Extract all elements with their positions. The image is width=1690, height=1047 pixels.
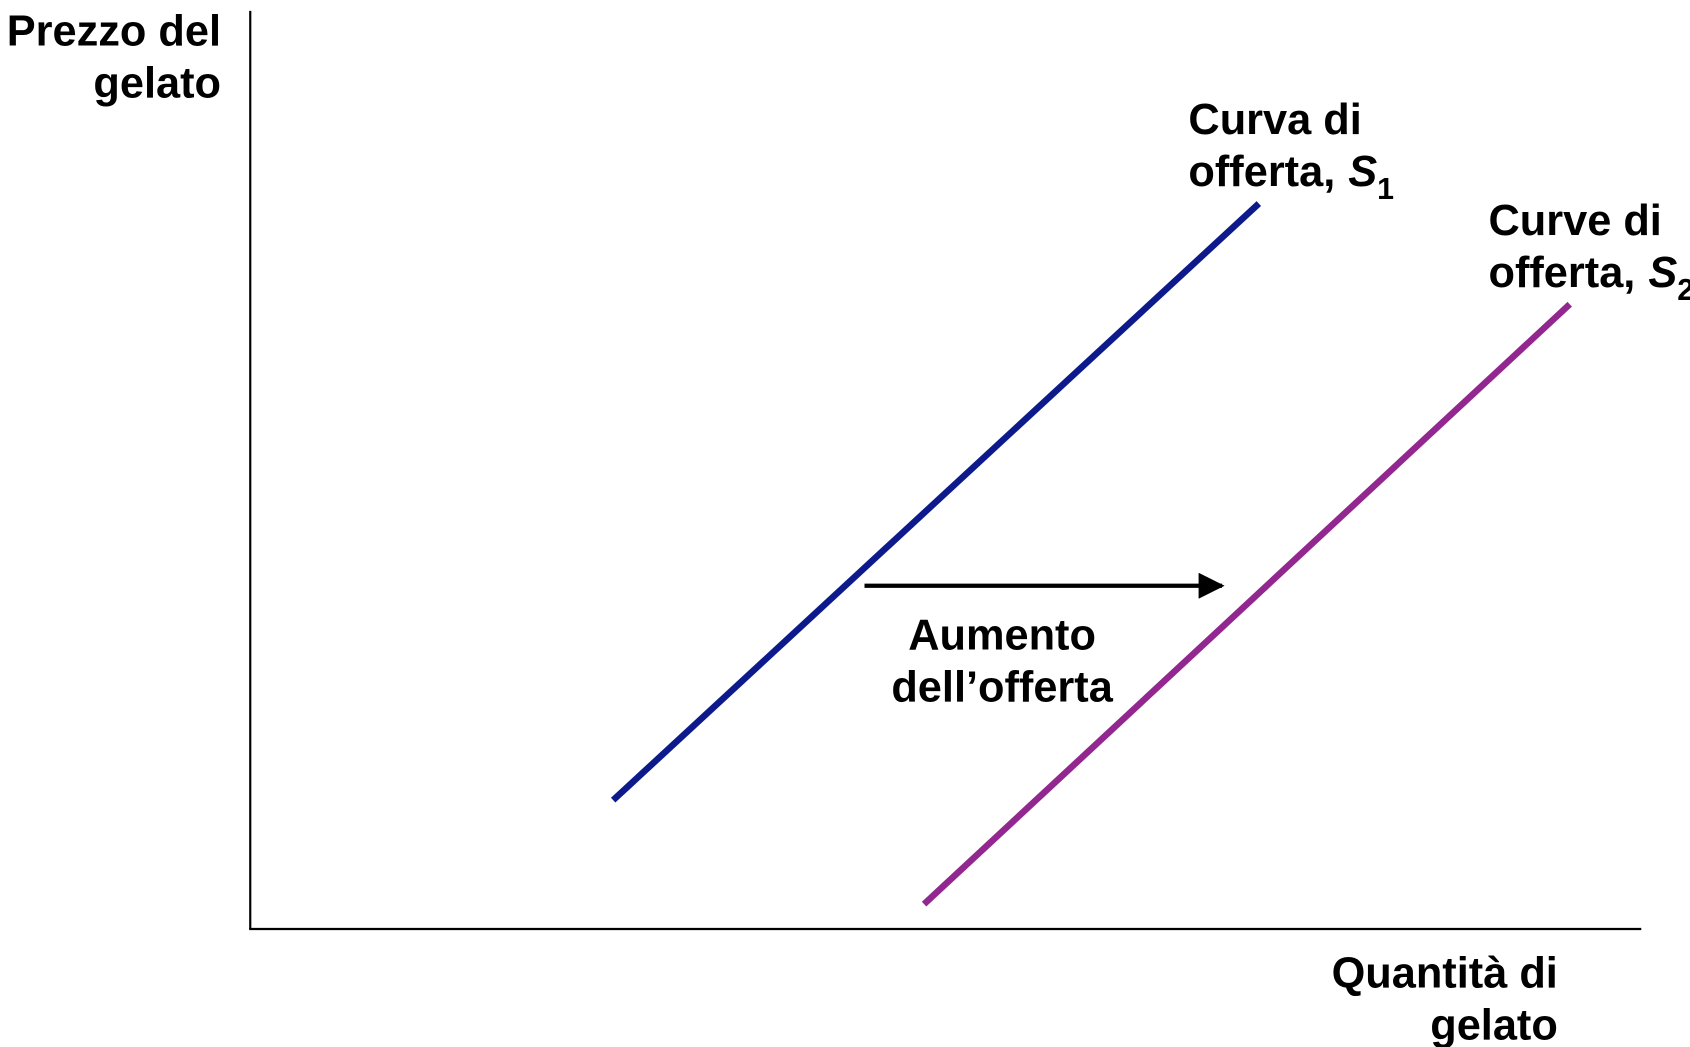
curve-subscript: 1 [1377, 173, 1394, 206]
curve-label: Curva di [1188, 96, 1361, 144]
x-axis-label: Quantità di [1332, 949, 1558, 997]
x-axis-label: gelato [1430, 1001, 1558, 1047]
y-axis-label: Prezzo del [7, 7, 221, 55]
supply-curve [610, 201, 1262, 803]
curve-symbol: S [1348, 148, 1377, 196]
curve-subscript: 2 [1677, 274, 1690, 307]
shift-label: Aumento [908, 612, 1096, 660]
curve-label: offerta, [1489, 249, 1636, 297]
y-axis-label: gelato [93, 59, 221, 107]
curve-label: Curve di [1489, 197, 1662, 245]
curve-label: offerta, [1188, 148, 1335, 196]
curve-label: offerta,S2 [1489, 249, 1690, 307]
supply-curve [921, 301, 1572, 907]
curve-symbol: S [1648, 249, 1677, 297]
curve-label: offerta, S1 [1188, 148, 1394, 206]
shift-label: dell’offerta [891, 664, 1113, 712]
